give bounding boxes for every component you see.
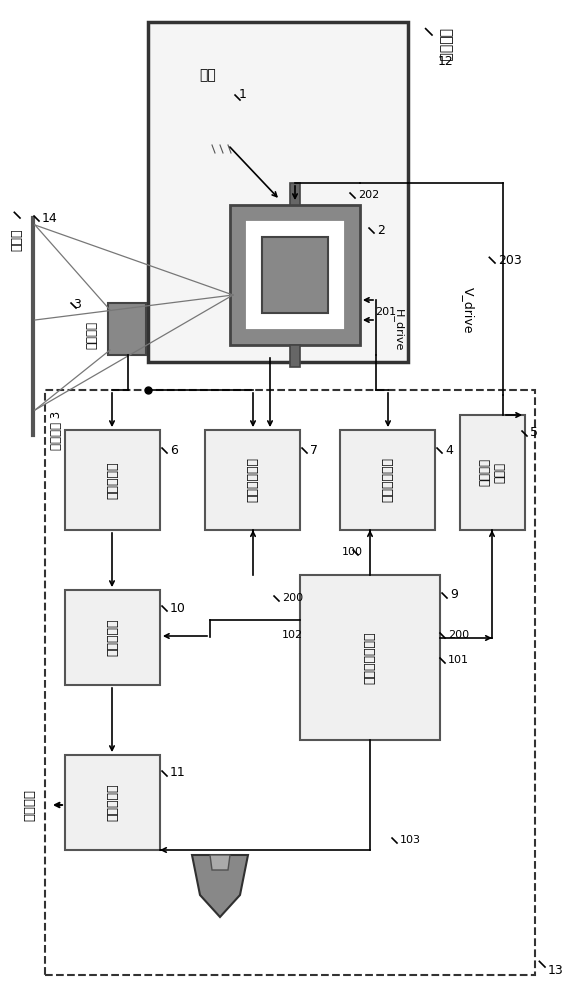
Text: 控制信号生成部: 控制信号生成部 [363,631,376,684]
Text: 光量接收部: 光量接收部 [106,461,119,499]
Text: 受光単元 3: 受光単元 3 [50,410,64,450]
Text: 1: 1 [239,89,247,102]
Text: 3: 3 [73,298,81,312]
Text: 13: 13 [548,964,564,976]
Bar [205,430,300,530]
Text: 激光模块: 激光模块 [438,28,452,62]
Bar [65,590,160,685]
Bar [262,237,328,313]
Polygon shape [192,855,248,917]
Text: 対象物: 対象物 [10,229,23,251]
Text: 103: 103 [400,835,421,845]
Text: 2: 2 [377,224,385,236]
Text: V_drive: V_drive [461,287,474,333]
Text: 距离数据: 距离数据 [23,789,37,821]
Text: 203: 203 [498,253,522,266]
Text: 14: 14 [42,212,58,225]
Text: 受光単元: 受光単元 [85,321,99,349]
Text: 100: 100 [342,547,363,557]
Text: 距离计算部: 距离计算部 [106,784,119,821]
Text: 12: 12 [438,55,454,68]
Text: 6: 6 [170,444,178,456]
Polygon shape [210,855,230,870]
Text: 101: 101 [448,655,469,665]
Text: 200: 200 [282,593,303,603]
Text: 激光光源
驱动部: 激光光源 驱动部 [478,458,507,487]
Bar [300,575,440,740]
Bar [248,223,342,327]
Text: 光源: 光源 [199,68,217,82]
Bar [290,345,300,367]
Text: 202: 202 [358,190,379,200]
Text: 200: 200 [448,630,469,640]
Text: 11: 11 [170,766,186,780]
Bar [45,390,535,975]
Text: 4: 4 [445,444,453,456]
Bar [460,415,525,530]
Bar [340,430,435,530]
Text: 7: 7 [310,444,318,456]
Bar [290,183,300,205]
Bar [148,22,408,362]
Bar [65,430,160,530]
Bar [65,755,160,850]
Text: 5: 5 [530,426,538,440]
Text: 10: 10 [170,601,186,614]
Text: 9: 9 [450,588,458,601]
Text: 反射镜驱动部: 反射镜驱动部 [381,458,394,502]
Bar [108,303,146,355]
Text: 102: 102 [282,630,303,640]
Bar [230,205,360,345]
Text: 201: 201 [375,307,396,317]
Text: 放大率控制部: 放大率控制部 [246,458,259,502]
Text: 脉冲生成部: 脉冲生成部 [106,619,119,656]
Text: H_drive: H_drive [393,309,403,351]
